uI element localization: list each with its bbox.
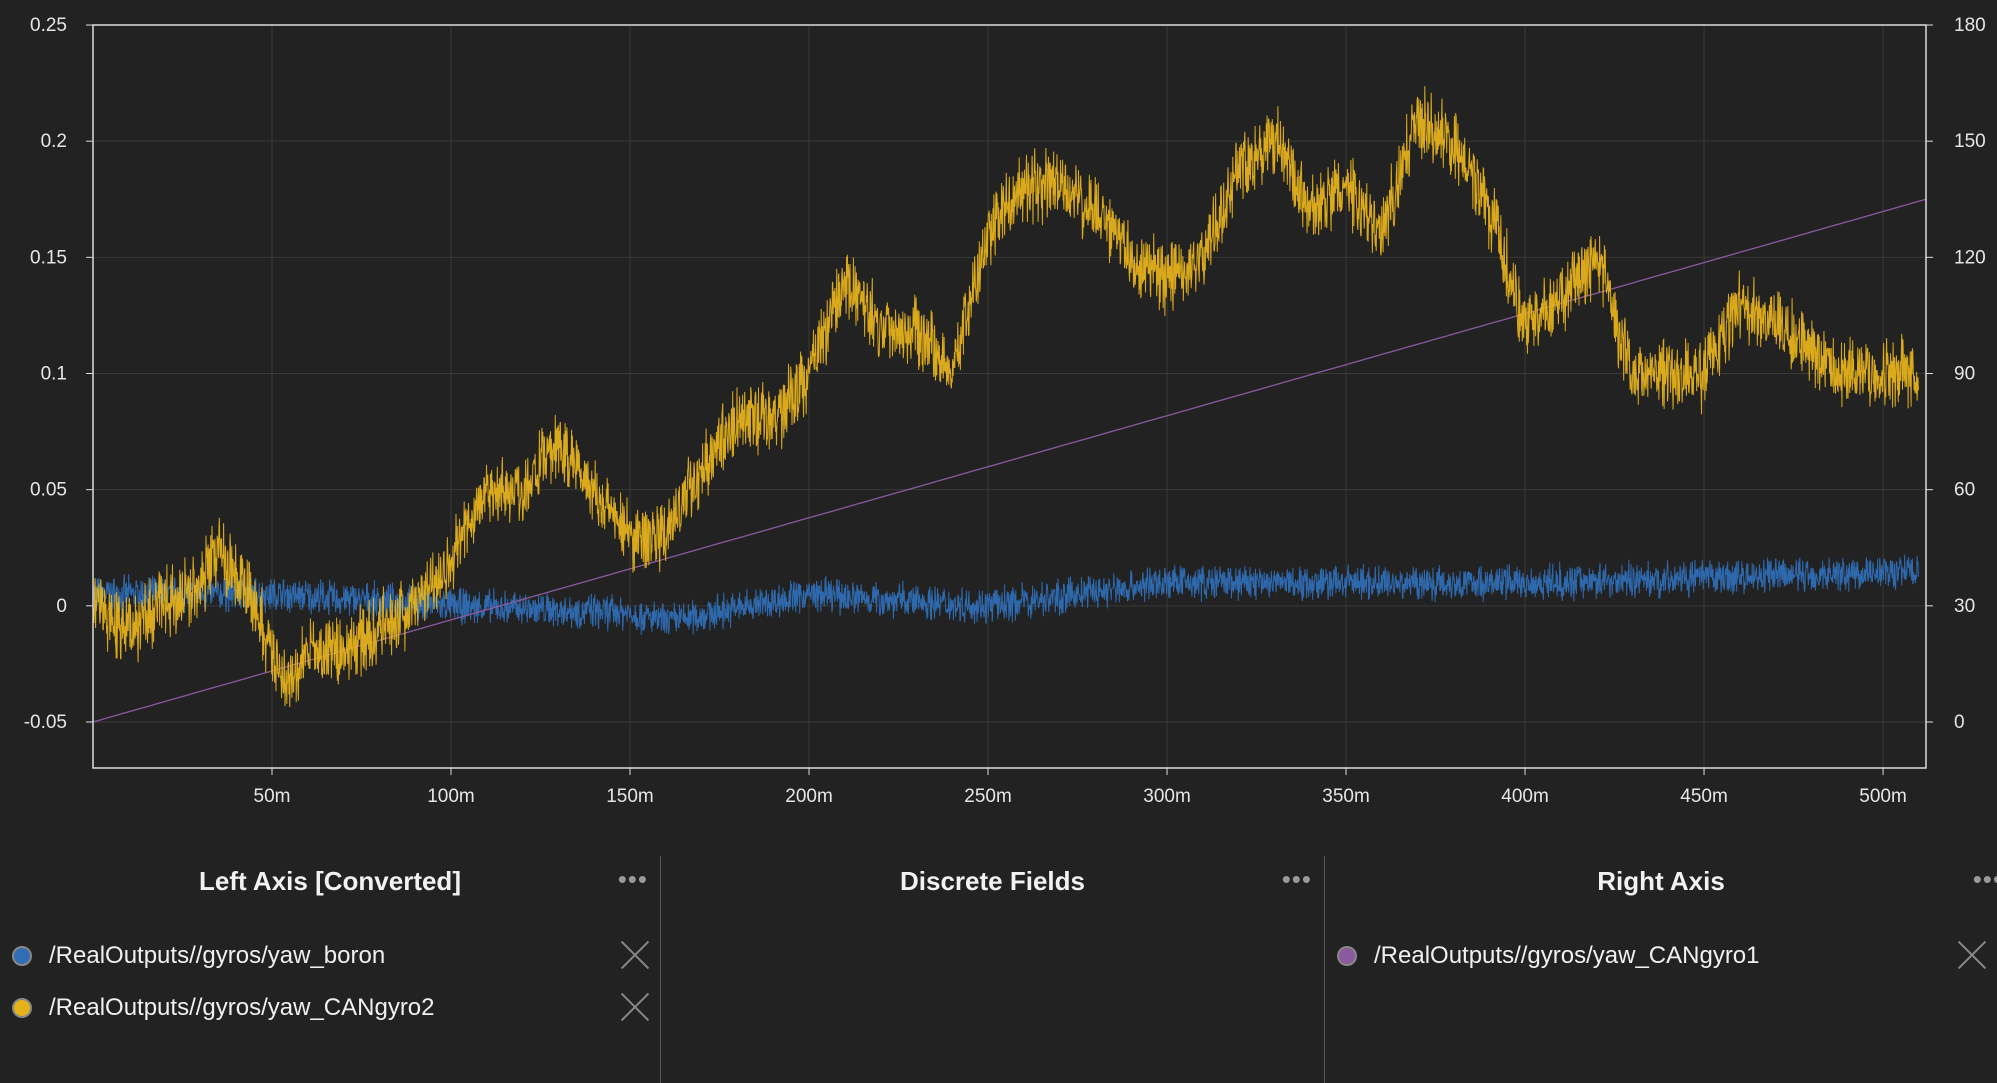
series-color-dot[interactable] [12, 946, 32, 966]
legend-item[interactable]: /RealOutputs//gyros/yaw_boron [12, 936, 650, 976]
grid [93, 24, 1926, 768]
x-tick-label: 350m [1322, 786, 1370, 807]
legend-item[interactable]: /RealOutputs//gyros/yaw_CANgyro1 [1337, 936, 1987, 976]
more-menu-icon[interactable]: ••• [617, 864, 648, 894]
tick-labels: -0.05 0 0.05 0.1 0.15 0.2 0.25 0 30 60 90 120 150 180… [24, 15, 1986, 807]
remove-close-icon[interactable] [620, 992, 650, 1022]
remove-close-icon[interactable] [1957, 940, 1987, 970]
x-tick-label: 400m [1501, 786, 1549, 807]
legend-item-label: /RealOutputs//gyros/yaw_CANgyro1 [1374, 942, 1760, 969]
legend-title: Left Axis [Converted] [199, 866, 461, 896]
x-tick-label: 500m [1859, 786, 1907, 807]
x-tick-label: 300m [1143, 786, 1191, 807]
divider [1324, 856, 1325, 1083]
right-y-tick-label: 180 [1954, 15, 1986, 36]
plot-frame [92, 24, 1927, 769]
axes [86, 24, 1933, 775]
legend-discrete-fields: Discrete Fields ••• [661, 856, 1324, 1083]
divider [660, 856, 661, 1083]
legend-item-label: /RealOutputs//gyros/yaw_CANgyro2 [49, 994, 435, 1021]
line-chart[interactable]: -0.05 0 0.05 0.1 0.15 0.2 0.25 0 30 60 90 120 150 180… [0, 0, 1997, 856]
series-color-dot[interactable] [12, 998, 32, 1018]
legend-title: Discrete Fields [900, 866, 1085, 896]
series-group [92, 86, 1927, 723]
right-y-tick-label: 120 [1954, 247, 1986, 268]
more-menu-icon[interactable]: ••• [1972, 864, 1997, 894]
right-y-tick-label: 150 [1954, 131, 1986, 152]
series-color-dot[interactable] [1337, 946, 1357, 966]
legend-item[interactable]: /RealOutputs//gyros/yaw_CANgyro2 [12, 988, 650, 1028]
x-tick-label: 250m [964, 786, 1012, 807]
series-line-yaw_CANgyro2 [92, 86, 1919, 708]
right-y-tick-label: 90 [1954, 364, 1975, 385]
remove-close-icon[interactable] [620, 940, 650, 970]
legend-title: Right Axis [1597, 866, 1725, 896]
left-y-tick-label: 0.1 [41, 364, 67, 385]
right-y-tick-label: 0 [1954, 712, 1965, 733]
more-menu-icon[interactable]: ••• [1281, 864, 1312, 894]
left-y-tick-label: 0 [56, 596, 67, 617]
series-line-yaw_boron [92, 554, 1919, 636]
legend-left-axis: Left Axis [Converted] ••• /RealOutputs//… [0, 856, 660, 1083]
x-tick-label: 450m [1680, 786, 1728, 807]
x-tick-label: 50m [254, 786, 291, 807]
x-tick-label: 150m [606, 786, 654, 807]
left-y-tick-label: -0.05 [24, 712, 67, 733]
left-y-tick-label: 0.25 [30, 15, 67, 36]
legend-right-axis: Right Axis ••• /RealOutputs//gyros/yaw_C… [1325, 856, 1997, 1083]
left-y-tick-label: 0.2 [41, 131, 67, 152]
left-y-tick-label: 0.15 [30, 247, 67, 268]
x-tick-label: 200m [785, 786, 833, 807]
right-y-tick-label: 60 [1954, 480, 1975, 501]
left-y-tick-label: 0.05 [30, 480, 67, 501]
x-tick-label: 100m [427, 786, 475, 807]
right-y-tick-label: 30 [1954, 596, 1975, 617]
legend-item-label: /RealOutputs//gyros/yaw_boron [49, 942, 386, 969]
